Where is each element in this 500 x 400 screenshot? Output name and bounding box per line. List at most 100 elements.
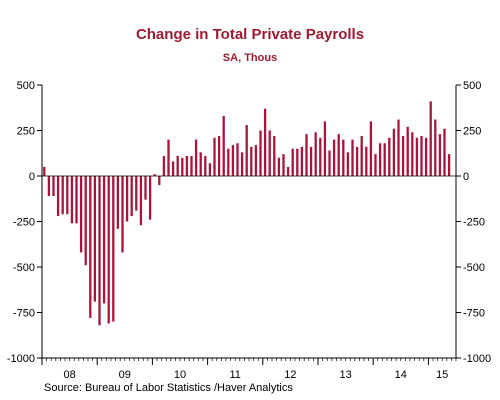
bar-73 [374, 154, 377, 176]
bar-82 [415, 137, 419, 176]
x-year-label: 15 [436, 369, 448, 381]
bar-40 [222, 115, 225, 176]
bar-9 [79, 176, 83, 253]
y-tick-label-right: -250 [463, 217, 485, 229]
bar-36 [204, 155, 207, 176]
bar-28 [167, 139, 170, 176]
bar-75 [383, 143, 386, 176]
y-tick-label-left: 0 [29, 171, 35, 183]
bar-78 [397, 119, 400, 176]
source-note: Source: Bureau of Labor Statistics /Have… [44, 382, 293, 394]
bar-53 [282, 154, 285, 176]
bar-38 [213, 137, 216, 176]
y-tick-label-left: -750 [13, 308, 35, 320]
bar-18 [121, 176, 124, 253]
bar-21 [135, 176, 138, 211]
bar-62 [323, 121, 327, 176]
bar-32 [185, 155, 189, 176]
bar-33 [190, 155, 193, 176]
bar-26 [158, 176, 161, 186]
bar-17 [116, 176, 120, 229]
bar-15 [107, 176, 110, 324]
bar-23 [144, 176, 147, 200]
bar-65 [337, 134, 340, 176]
bar-51 [273, 135, 276, 176]
bar-52 [277, 157, 281, 176]
y-tick-label-left: 500 [17, 80, 35, 92]
y-tick-label-left: -500 [13, 262, 35, 274]
bar-35 [199, 152, 202, 176]
bar-77 [392, 128, 396, 176]
bar-57 [300, 146, 304, 176]
x-year-label: 08 [63, 369, 75, 381]
bar-19 [125, 176, 129, 222]
x-year-label: 11 [229, 369, 240, 381]
bar-22 [139, 176, 143, 226]
bar-60 [314, 132, 317, 176]
bar-37 [208, 163, 212, 176]
bar-7 [70, 176, 74, 224]
bar-70 [360, 135, 363, 176]
bar-66 [342, 139, 345, 176]
bar-46 [250, 146, 253, 176]
bar-55 [291, 148, 294, 176]
bar-81 [411, 132, 414, 176]
y-tick-label-left: -250 [13, 217, 35, 229]
bar-68 [351, 139, 354, 176]
bar-39 [217, 135, 221, 176]
bar-69 [355, 146, 359, 176]
bar-79 [401, 135, 405, 176]
bar-67 [346, 152, 350, 176]
bar-88 [443, 128, 446, 176]
bar-54 [286, 166, 290, 176]
bar-74 [378, 143, 382, 176]
bar-27 [162, 155, 166, 176]
bar-5 [61, 176, 64, 215]
bar-series [43, 101, 451, 326]
bar-4 [56, 176, 60, 217]
bar-31 [181, 157, 184, 176]
bar-87 [438, 134, 442, 176]
bar-86 [434, 119, 437, 176]
x-axis-year-labels: 08 09 10 11 12 13 14 15 [63, 369, 448, 381]
y-tick-label-right: -500 [463, 262, 485, 274]
bar-24 [148, 176, 152, 220]
x-year-label: 14 [395, 369, 407, 381]
bar-3 [52, 176, 55, 197]
chart-subtitle: SA, Thous [223, 52, 277, 64]
bar-2 [47, 176, 51, 197]
x-year-label: 13 [339, 369, 351, 381]
bar-45 [245, 125, 248, 176]
bar-29 [171, 161, 175, 176]
bar-85 [429, 101, 432, 176]
bar-83 [420, 135, 423, 176]
bar-56 [296, 148, 299, 176]
y-axis-left-labels: 500 250 0 -250 -500 -750 -1000 [7, 80, 35, 365]
bar-63 [328, 150, 331, 176]
bar-41 [227, 148, 230, 176]
bar-10 [84, 176, 87, 266]
y-axis-right-labels: 500 250 0 -250 -500 -750 -1000 [463, 80, 491, 365]
bar-42 [231, 145, 235, 176]
bar-43 [236, 143, 239, 176]
bar-71 [365, 146, 368, 176]
y-tick-label-right: -750 [463, 308, 485, 320]
bar-48 [259, 130, 262, 176]
bar-34 [194, 139, 198, 176]
bar-89 [447, 154, 451, 176]
y-tick-label-right: -1000 [463, 353, 491, 365]
bar-61 [319, 137, 322, 176]
bar-30 [176, 155, 179, 176]
bar-1 [43, 166, 46, 176]
bar-14 [102, 176, 106, 304]
chart-title: Change in Total Private Payrolls [136, 26, 364, 43]
x-year-label: 09 [119, 369, 131, 381]
bar-47 [254, 145, 258, 176]
bar-50 [268, 130, 271, 176]
y-tick-label-right: 500 [463, 80, 481, 92]
y-tick-label-right: 0 [463, 171, 469, 183]
bar-16 [112, 176, 115, 322]
bar-58 [305, 134, 308, 176]
plot-frame [37, 84, 461, 365]
